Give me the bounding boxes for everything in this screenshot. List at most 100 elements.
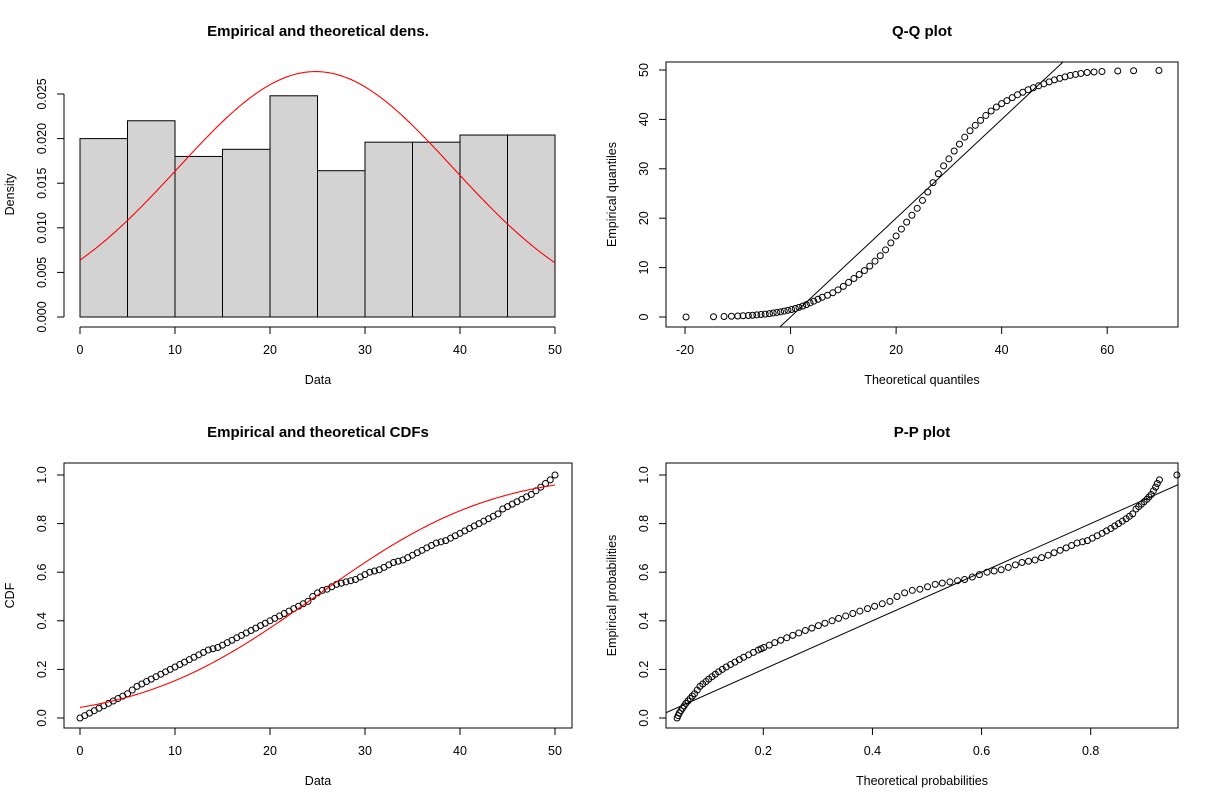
data-point: [710, 313, 717, 321]
panel-2: Q-Q plot -20 0 20 40 60 0 10 20 30 40 50 Theoretical…: [605, 23, 1179, 387]
data-point: [1149, 487, 1157, 495]
y-tick-label: 1.0: [35, 466, 49, 483]
y-tick-label: 0.020: [35, 123, 49, 154]
data-point: [795, 629, 803, 637]
data-point: [850, 274, 858, 282]
data-point: [749, 311, 757, 319]
data-point: [394, 557, 402, 565]
data-point: [1031, 556, 1039, 564]
x-tick-label: 0.2: [755, 744, 772, 758]
data-point: [1090, 68, 1098, 76]
x-tick-label: -20: [676, 343, 694, 357]
x-axis-label: Theoretical probabilities: [856, 774, 988, 788]
data-point: [887, 239, 895, 247]
data-point: [829, 289, 837, 297]
histogram-bar: [412, 141, 461, 318]
data-point: [682, 313, 690, 321]
data-point: [1011, 561, 1019, 569]
data-point: [908, 586, 916, 594]
data-point: [1004, 563, 1012, 571]
x-tick-label: 10: [168, 744, 182, 758]
x-tick-label: 0: [77, 343, 84, 357]
data-point: [734, 312, 742, 320]
x-tick-label: 40: [453, 343, 467, 357]
data-point: [757, 311, 765, 319]
data-point: [437, 538, 445, 546]
data-point: [919, 196, 926, 204]
data-point: [1008, 94, 1016, 102]
y-tick-label: 0.025: [35, 78, 49, 109]
data-point: [209, 645, 217, 653]
x-tick-label: 20: [889, 343, 903, 357]
histogram-bar: [459, 134, 508, 318]
data-point: [1044, 551, 1052, 559]
data-point: [975, 571, 983, 579]
data-point: [791, 305, 799, 313]
x-tick-label: 40: [995, 343, 1009, 357]
y-tick-label: 0.0: [35, 709, 49, 726]
data-point: [788, 305, 796, 313]
histogram-bar: [174, 155, 223, 318]
data-point: [821, 619, 829, 627]
histogram-bar: [269, 95, 318, 318]
x-tick-label: 40: [453, 744, 467, 758]
data-point: [739, 312, 747, 320]
data-point: [744, 312, 752, 320]
histogram-bar: [507, 134, 556, 318]
data-point: [998, 100, 1006, 108]
data-point: [876, 252, 884, 260]
data-point: [366, 568, 374, 576]
data-point: [801, 627, 809, 635]
data-point: [1152, 483, 1160, 491]
data-point: [347, 577, 355, 585]
y-tick-label: 0.8: [35, 515, 49, 532]
chart-title: Empirical and theoretical CDFs: [207, 424, 429, 441]
data-point: [814, 295, 822, 303]
data-point: [835, 614, 843, 622]
y-tick-label: 0: [637, 313, 651, 320]
x-tick-label: 0.8: [1082, 744, 1099, 758]
y-tick-label: 0.6: [637, 563, 651, 580]
y-axis-label: CDF: [3, 582, 17, 608]
panel-4: P-P plot 0.2 0.4 0.6 0.8 0.0 0.2 0.4 0.6 0.8 1.0 Th…: [605, 424, 1181, 788]
data-point: [777, 308, 785, 316]
histogram-bar: [317, 170, 366, 318]
x-tick-label: 60: [1100, 343, 1114, 357]
data-point: [901, 589, 909, 597]
data-point: [886, 597, 894, 605]
histogram-bar: [127, 120, 176, 318]
data-point: [789, 631, 797, 639]
data-point: [1066, 71, 1074, 79]
y-tick-label: 1.0: [637, 466, 651, 483]
data-point: [318, 586, 326, 594]
y-tick-label: 0.005: [35, 257, 49, 288]
data-point: [551, 471, 559, 479]
histogram-bar: [364, 141, 413, 318]
data-point: [1024, 557, 1032, 565]
data-point: [893, 593, 901, 600]
x-tick-label: 10: [168, 343, 182, 357]
data-point: [934, 170, 942, 178]
histogram-bar: [222, 148, 271, 318]
y-tick-label: 40: [637, 112, 651, 126]
data-point: [834, 286, 842, 294]
data-point: [128, 686, 136, 694]
data-point: [1056, 546, 1064, 554]
data-point: [780, 307, 788, 315]
density-curve: [79, 71, 556, 264]
panel-1: Empirical and theoretical dens. 0 10 20 30 40…: [3, 23, 562, 387]
data-point: [783, 634, 791, 642]
data-point: [1050, 549, 1058, 557]
y-axis-label: Empirical probabilities: [605, 535, 619, 657]
data-point: [924, 583, 932, 591]
data-point: [983, 568, 991, 576]
data-point: [337, 579, 345, 587]
data-point: [903, 218, 911, 226]
y-tick-label: 0.2: [637, 661, 651, 678]
data-point: [971, 121, 979, 129]
x-tick-label: 20: [263, 343, 277, 357]
data-point: [773, 308, 781, 316]
data-point: [1155, 476, 1163, 484]
data-point: [966, 127, 974, 135]
y-axis-label: Empirical quantiles: [605, 142, 619, 247]
